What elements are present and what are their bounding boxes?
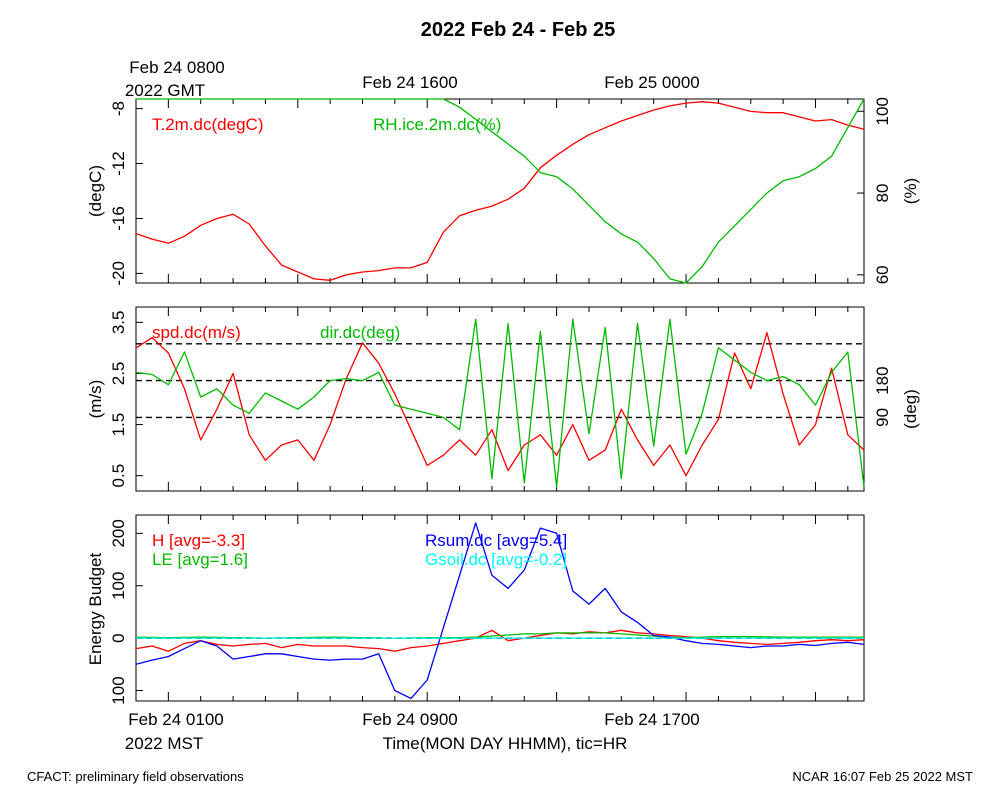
- left-y-tick-label: -20: [109, 261, 128, 286]
- legend-rh-ice: RH.ice.2m.dc(%): [373, 115, 501, 134]
- series-line-rh: [136, 98, 865, 284]
- top-axis-label-1600: Feb 24 1600: [362, 73, 457, 92]
- left-y-tick-label: -8: [109, 101, 128, 116]
- right-y-tick-label: 180: [873, 366, 892, 394]
- panel-2-right-axis-label: (deg): [901, 389, 920, 429]
- chart-title: 2022 Feb 24 - Feb 25: [421, 19, 616, 41]
- bottom-axis-first-label-line2: 2022 MST: [125, 734, 203, 753]
- tick-marks: [136, 99, 864, 701]
- top-axis-first-label-line2: 2022 GMT: [125, 81, 205, 100]
- left-y-tick-label: 100: [109, 572, 128, 600]
- series-line-le: [135, 632, 864, 639]
- legend-rsum: Rsum.dc [avg=5.4]: [425, 531, 567, 550]
- bottom-axis-label-1700: Feb 24 1700: [604, 710, 699, 729]
- panel-1-right-axis-label: (%): [901, 178, 920, 204]
- left-y-tick-label: 1.5: [109, 413, 128, 437]
- series-line-dir: [135, 318, 865, 488]
- legend-wind-direction: dir.dc(deg): [320, 323, 400, 342]
- legend-temperature: T.2m.dc(degC): [152, 115, 263, 134]
- footer-right: NCAR 16:07 Feb 25 2022 MST: [792, 769, 973, 784]
- series-line-spd: [135, 331, 865, 477]
- legend-le: LE [avg=1.6]: [152, 550, 248, 569]
- panel-2-frame: [135, 306, 865, 492]
- left-y-tick-label: -16: [109, 206, 128, 231]
- left-y-tick-label: 3.5: [109, 311, 128, 335]
- legend-h: H [avg=-3.3]: [152, 531, 245, 550]
- panel-2-left-axis-label: (m/s): [86, 380, 105, 419]
- top-axis-label-0000: Feb 25 0000: [604, 73, 699, 92]
- bottom-axis-label-0900: Feb 24 0900: [362, 710, 457, 729]
- top-axis-first-label-line1: Feb 24 0800: [129, 58, 224, 77]
- left-y-tick-label: 2.5: [109, 362, 128, 386]
- series-line-t: [135, 101, 865, 281]
- right-y-tick-label: 90: [873, 408, 892, 427]
- panel-1-frame: [135, 98, 865, 284]
- left-y-tick-label: 0: [109, 633, 128, 642]
- bottom-axis-first-label-line1: Feb 24 0100: [128, 710, 223, 729]
- series-lines: [135, 98, 865, 700]
- right-y-tick-label: 80: [873, 184, 892, 203]
- y-tick-labels: -8 -12 -16 -20 100 80 60 3.5 2.5 1.5 0.5 180 90 200 10…: [109, 97, 892, 705]
- footer-left: CFACT: preliminary field observations: [27, 769, 244, 784]
- right-y-tick-label: 60: [873, 265, 892, 284]
- left-y-tick-label: 200: [109, 519, 128, 547]
- legend-wind-speed: spd.dc(m/s): [152, 323, 241, 342]
- panel-3-left-axis-label: Energy Budget: [86, 552, 105, 665]
- left-y-tick-label: 100: [109, 676, 128, 704]
- series-line-h: [135, 629, 865, 652]
- series-line-rsum: [135, 522, 865, 700]
- left-y-tick-label: 0.5: [109, 464, 128, 488]
- panel-1-left-axis-label: (degC): [86, 165, 105, 217]
- right-y-tick-label: 100: [873, 97, 892, 125]
- panel-3-frame: [135, 514, 865, 702]
- legend-gsoil: Gsoil.dc [avg=-0.2]: [425, 550, 567, 569]
- x-axis-title: Time(MON DAY HHMM), tic=HR: [383, 734, 628, 753]
- left-y-tick-label: -12: [109, 151, 128, 176]
